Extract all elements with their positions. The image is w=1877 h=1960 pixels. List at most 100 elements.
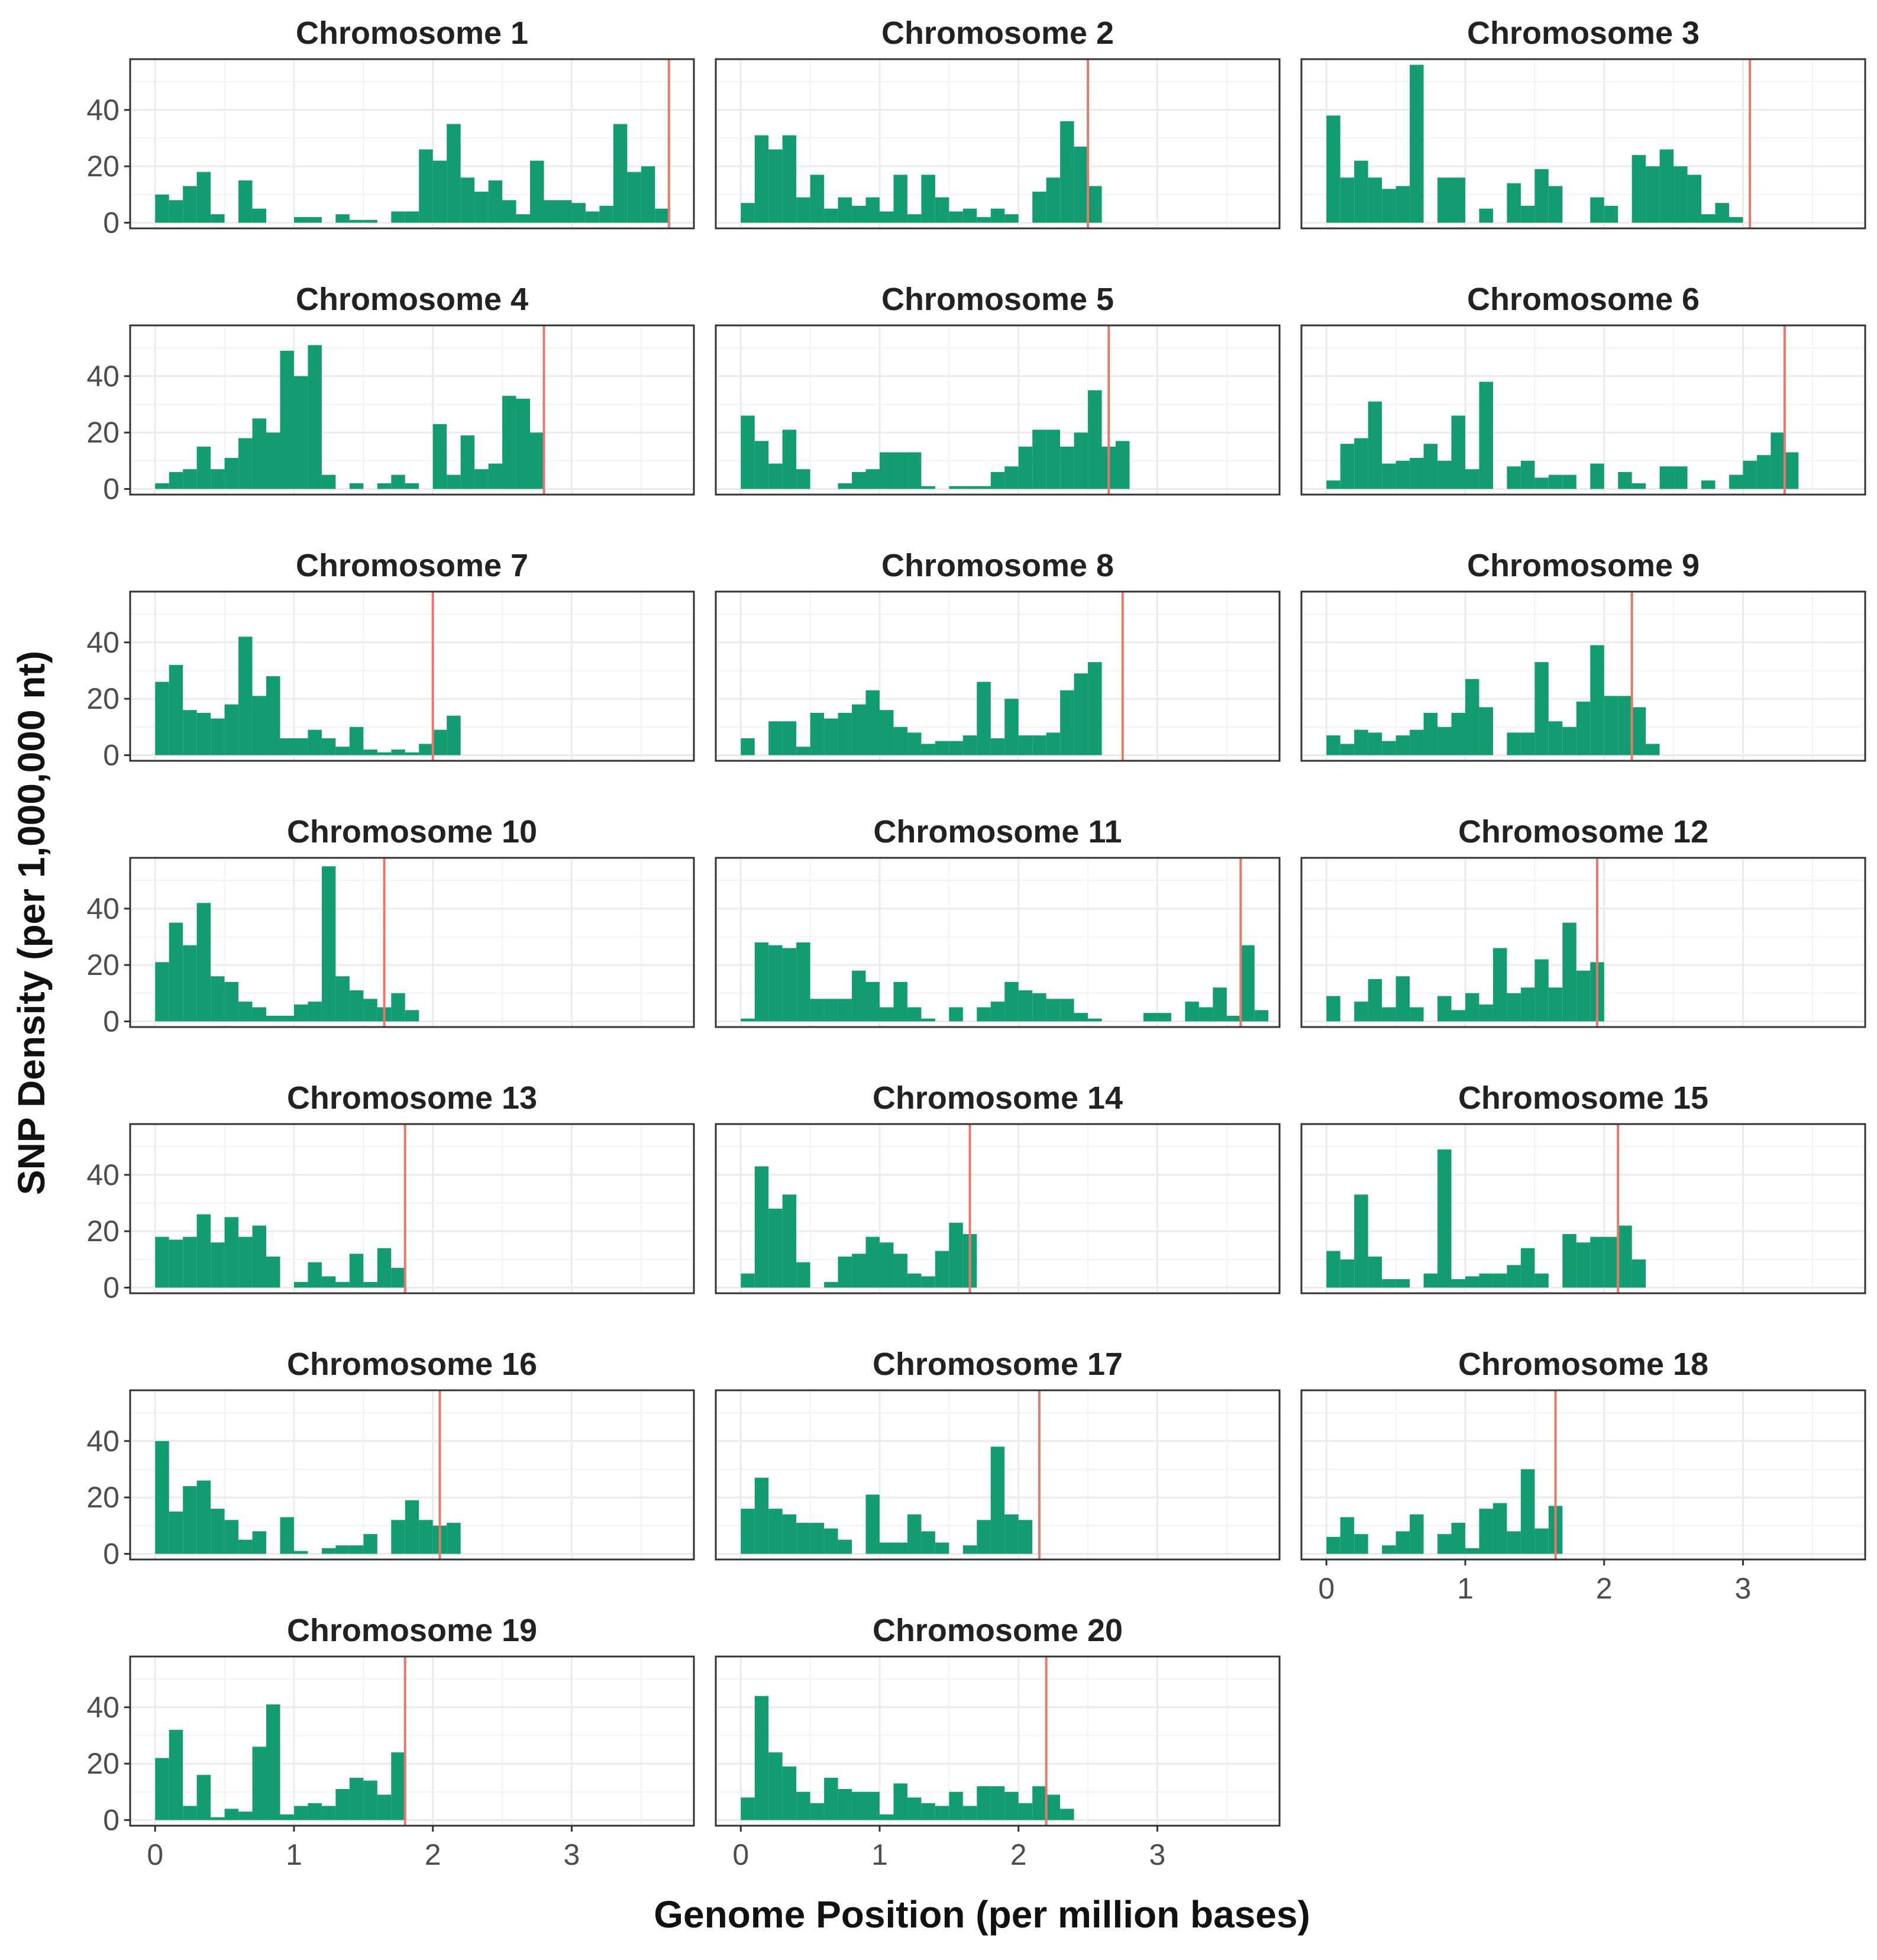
histogram-bar bbox=[1590, 1236, 1604, 1288]
histogram-bar bbox=[1340, 444, 1355, 489]
panel-title: Chromosome 10 bbox=[287, 814, 537, 850]
histogram-bar bbox=[1382, 741, 1396, 755]
histogram-bar bbox=[907, 732, 922, 755]
histogram-bar bbox=[238, 1002, 253, 1022]
histogram-bar bbox=[949, 741, 963, 755]
histogram-bar bbox=[1507, 1531, 1521, 1554]
histogram-bar bbox=[1046, 177, 1061, 223]
panel-title: Chromosome 12 bbox=[1458, 814, 1708, 850]
histogram-bar bbox=[838, 1539, 852, 1554]
x-axis-label: Genome Position (per million bases) bbox=[654, 1893, 1310, 1936]
histogram-bar bbox=[1534, 662, 1549, 755]
histogram-bar bbox=[1451, 1279, 1465, 1288]
histogram-bar bbox=[796, 1791, 810, 1820]
histogram-bar bbox=[1479, 707, 1493, 755]
panel-title: Chromosome 5 bbox=[881, 282, 1114, 317]
histogram-bar bbox=[155, 1758, 169, 1820]
histogram-bar bbox=[796, 1262, 810, 1288]
histogram-bar bbox=[810, 175, 825, 223]
panel-19: Chromosome 19 0 20 40 0 1 2 3 bbox=[86, 1613, 695, 1871]
histogram-bar bbox=[1395, 460, 1410, 489]
histogram-bar bbox=[1018, 1803, 1033, 1820]
histogram-bar bbox=[1046, 430, 1061, 489]
histogram-bar bbox=[335, 214, 350, 223]
histogram-bar bbox=[211, 1509, 225, 1554]
panel-background bbox=[130, 1657, 694, 1826]
histogram-bar bbox=[1604, 696, 1618, 755]
histogram-bar bbox=[1354, 729, 1368, 755]
histogram-bar bbox=[196, 712, 211, 755]
histogram-bar bbox=[810, 999, 825, 1022]
histogram-bar bbox=[1507, 732, 1521, 755]
histogram-bar bbox=[1060, 121, 1074, 223]
histogram-bar bbox=[1576, 701, 1591, 755]
histogram-bar bbox=[865, 197, 880, 223]
histogram-bar bbox=[1018, 735, 1033, 755]
histogram-bar bbox=[321, 738, 336, 755]
histogram-bar bbox=[405, 483, 419, 489]
y-tick-label: 20 bbox=[86, 1747, 119, 1780]
histogram-bar bbox=[349, 219, 364, 223]
histogram-bar bbox=[321, 1276, 336, 1288]
y-tick-label: 20 bbox=[86, 150, 119, 183]
histogram-bar bbox=[1018, 446, 1033, 489]
histogram-bar bbox=[977, 1520, 991, 1554]
x-tick-label: 1 bbox=[1457, 1572, 1474, 1605]
histogram-bar bbox=[252, 1225, 267, 1288]
y-tick-label: 40 bbox=[86, 1691, 119, 1724]
histogram-bar bbox=[824, 208, 838, 223]
histogram-bar bbox=[782, 948, 797, 1022]
x-tick-label: 0 bbox=[732, 1838, 749, 1871]
histogram-bar bbox=[1465, 679, 1479, 755]
histogram-bar bbox=[488, 180, 503, 223]
histogram-bar bbox=[852, 970, 866, 1022]
histogram-bar bbox=[1520, 732, 1535, 755]
histogram-bar bbox=[266, 1015, 280, 1022]
histogram-bar bbox=[293, 738, 308, 755]
histogram-bar bbox=[1590, 645, 1604, 755]
y-tick-label: 40 bbox=[86, 626, 119, 659]
histogram-bar bbox=[782, 135, 797, 223]
histogram-bar bbox=[293, 376, 308, 489]
histogram-bar bbox=[1534, 1528, 1549, 1554]
histogram-bar bbox=[977, 1007, 991, 1022]
histogram-bar bbox=[196, 1775, 211, 1820]
histogram-bar bbox=[1520, 1469, 1535, 1554]
histogram-bar bbox=[266, 676, 280, 755]
histogram-bar bbox=[865, 469, 880, 489]
histogram-bar bbox=[1326, 480, 1340, 489]
histogram-bar bbox=[530, 432, 544, 489]
histogram-bar bbox=[1088, 662, 1102, 755]
histogram-bar bbox=[1143, 1013, 1158, 1022]
histogram-bar bbox=[308, 729, 322, 755]
histogram-bar bbox=[1382, 1007, 1396, 1022]
histogram-bar bbox=[1410, 458, 1424, 489]
histogram-bar bbox=[211, 214, 225, 223]
histogram-bar bbox=[1382, 463, 1396, 489]
histogram-bar bbox=[516, 214, 531, 223]
histogram-bar bbox=[419, 149, 433, 223]
histogram-bar bbox=[1354, 160, 1368, 223]
histogram-bar bbox=[962, 208, 977, 223]
panel-title: Chromosome 3 bbox=[1467, 15, 1700, 51]
histogram-bar bbox=[349, 483, 364, 489]
panel-title: Chromosome 8 bbox=[881, 548, 1114, 583]
histogram-bar bbox=[782, 430, 797, 489]
histogram-bar bbox=[391, 749, 405, 755]
histogram-bar bbox=[1074, 146, 1088, 223]
histogram-bar bbox=[1395, 735, 1410, 755]
histogram-bar bbox=[432, 160, 447, 223]
histogram-bar bbox=[935, 1542, 949, 1554]
panel-border bbox=[129, 1389, 695, 1561]
histogram-bar bbox=[599, 205, 613, 223]
histogram-bar bbox=[1032, 1786, 1046, 1820]
histogram-bar bbox=[962, 1806, 977, 1820]
histogram-bar bbox=[879, 710, 894, 755]
histogram-bar bbox=[474, 192, 489, 223]
histogram-bar bbox=[1451, 415, 1465, 489]
panel-12: Chromosome 12 bbox=[1300, 814, 1866, 1028]
histogram-bar bbox=[1548, 186, 1563, 223]
histogram-bar bbox=[155, 962, 169, 1022]
histogram-bar bbox=[768, 149, 783, 223]
histogram-bar bbox=[349, 1545, 364, 1554]
